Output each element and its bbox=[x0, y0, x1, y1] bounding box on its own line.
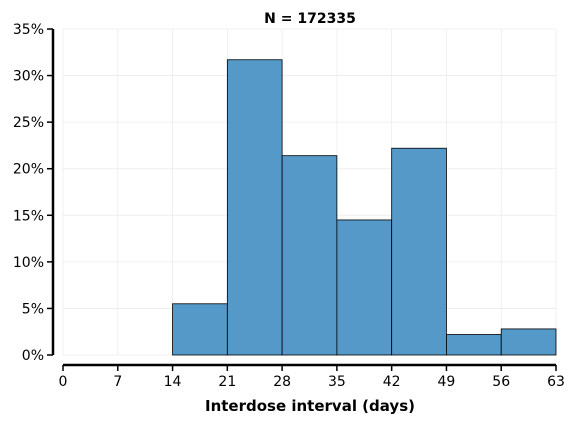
y-axis-ticks: 0% 5% 10% 15% 20% 25% 30% 35% bbox=[13, 22, 53, 364]
histogram-bar bbox=[336, 219, 393, 356]
y-tick-label: 0% bbox=[22, 348, 44, 364]
axes bbox=[51, 29, 556, 367]
chart-title: N = 172335 bbox=[264, 11, 356, 27]
y-tick-label: 10% bbox=[13, 255, 44, 271]
histogram-bar bbox=[226, 59, 283, 356]
histogram-bar bbox=[446, 334, 502, 356]
x-tick-label: 7 bbox=[113, 374, 122, 390]
histogram-bar bbox=[500, 328, 557, 356]
x-tick-label: 21 bbox=[218, 374, 236, 390]
y-tick-label: 30% bbox=[13, 69, 44, 85]
histogram-bar bbox=[172, 303, 228, 356]
y-tick-label: 20% bbox=[13, 162, 44, 178]
x-tick-label: 14 bbox=[164, 374, 182, 390]
y-tick-label: 25% bbox=[13, 115, 44, 131]
x-tick-label: 0 bbox=[59, 374, 68, 390]
x-tick-label: 35 bbox=[328, 374, 346, 390]
x-axis-ticks: 0 7 14 21 28 35 42 49 56 63 bbox=[59, 365, 565, 390]
x-tick-label: 42 bbox=[383, 374, 401, 390]
x-axis-label: Interdose interval (days) bbox=[205, 397, 415, 415]
y-tick-label: 35% bbox=[13, 22, 44, 38]
x-tick-label: 28 bbox=[273, 374, 291, 390]
x-tick-label: 63 bbox=[547, 374, 565, 390]
histogram-bar bbox=[281, 155, 338, 356]
histogram-bars bbox=[172, 59, 557, 356]
histogram-bar bbox=[391, 147, 447, 356]
y-tick-label: 15% bbox=[13, 208, 44, 224]
x-tick-label: 49 bbox=[438, 374, 456, 390]
x-tick-label: 56 bbox=[492, 374, 510, 390]
y-tick-label: 5% bbox=[22, 301, 44, 317]
